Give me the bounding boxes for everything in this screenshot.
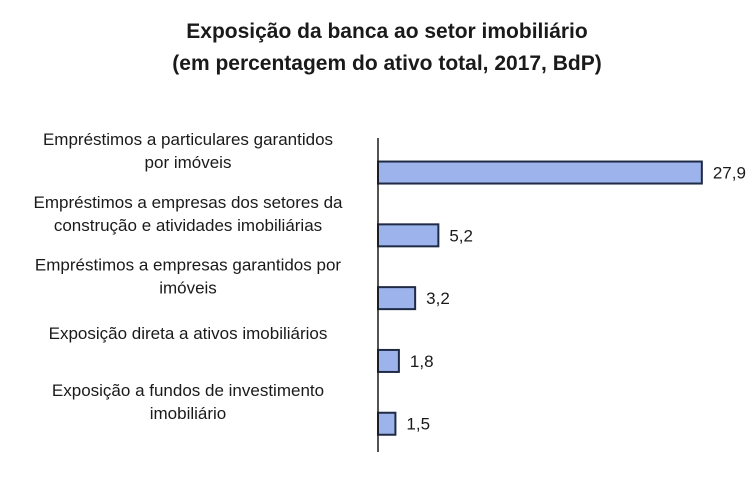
data-label-1: 27,9 bbox=[713, 164, 746, 183]
category-label-4-line-1: Exposição direta a ativos imobiliários bbox=[49, 324, 328, 343]
chart-title-line-1: Exposição da banca ao setor imobiliário bbox=[186, 20, 587, 43]
category-labels: Empréstimos a particulares garantidos por… bbox=[34, 130, 344, 423]
chart-title: Exposição da banca ao setor imobiliário (… bbox=[172, 20, 601, 75]
bar-5 bbox=[377, 411, 397, 436]
category-label-3: Empréstimos a empresas garantidos por imó… bbox=[35, 256, 341, 298]
bar-1 bbox=[377, 160, 703, 185]
category-label-5-line-1: Exposição a fundos de investimento bbox=[52, 381, 324, 400]
category-label-1: Empréstimos a particulares garantidos por… bbox=[43, 130, 333, 172]
category-label-5-line-2: imobiliário bbox=[150, 404, 227, 423]
chart-title-line-2: (em percentagem do ativo total, 2017, Bd… bbox=[172, 52, 601, 75]
category-label-1-line-2: por imóveis bbox=[145, 153, 232, 172]
category-label-5: Exposição a fundos de investimento imobil… bbox=[52, 381, 324, 423]
category-label-3-line-1: Empréstimos a empresas garantidos por bbox=[35, 256, 341, 275]
bar-2 bbox=[377, 223, 440, 248]
data-labels: 27,9 5,2 3,2 1,8 1,5 bbox=[406, 164, 746, 434]
data-label-3: 3,2 bbox=[426, 289, 450, 308]
category-label-4: Exposição direta a ativos imobiliários bbox=[49, 324, 328, 343]
data-label-4: 1,8 bbox=[410, 352, 434, 371]
bar-3 bbox=[377, 286, 417, 311]
category-label-2-line-2: construção e atividades imobiliárias bbox=[54, 216, 322, 235]
category-label-2-line-1: Empréstimos a empresas dos setores da bbox=[34, 193, 344, 212]
data-label-2: 5,2 bbox=[449, 226, 473, 245]
bar-4 bbox=[377, 348, 400, 373]
category-label-2: Empréstimos a empresas dos setores da con… bbox=[34, 193, 344, 235]
category-label-1-line-1: Empréstimos a particulares garantidos bbox=[43, 130, 333, 149]
bars bbox=[377, 160, 703, 436]
category-label-3-line-2: imóveis bbox=[159, 279, 217, 298]
data-label-5: 1,5 bbox=[406, 415, 430, 434]
